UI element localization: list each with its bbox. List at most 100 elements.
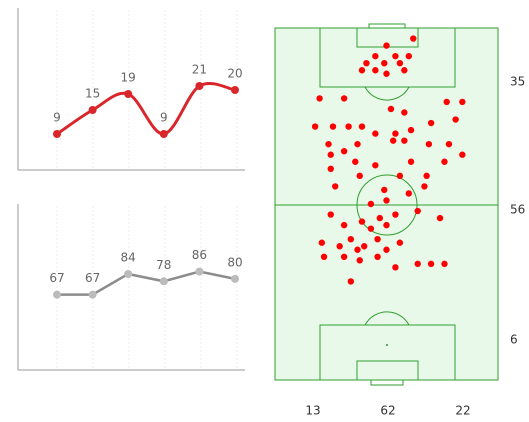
point [231,274,239,283]
shot-dot [383,42,390,49]
shot-dot [414,260,421,268]
goal [368,23,406,29]
shot-dot [356,257,363,264]
shot-dot [340,148,348,155]
point [53,130,61,138]
shot-dot [358,123,366,130]
shot-dot [336,243,343,250]
shot-dot [354,140,361,148]
value-label: 15 [85,87,100,101]
shot-dot [383,70,390,77]
shot-dot [392,52,399,60]
shot-dot [392,130,399,137]
shot-dot [383,221,390,229]
column-total: 62 [380,404,395,418]
row-total: 56 [510,203,525,217]
shot-dot [311,123,319,130]
shot-dot [441,260,448,268]
value-label: 67 [49,271,64,285]
shot-dot [392,264,399,271]
shot-dot [381,60,388,67]
shot-dot [372,130,379,137]
shot-dot [327,211,334,218]
series-line [56,81,236,136]
shot-dot [423,172,430,180]
shot-dot [410,35,417,42]
shot-dot [425,140,433,148]
shot-dot [367,225,375,232]
point [88,290,97,299]
shot-dot [318,239,326,246]
shot-dot [320,253,328,260]
shot-dot [407,158,415,165]
value-label: 9 [160,111,168,125]
shot-dot [441,158,448,165]
shot-dot [381,186,388,194]
value-label: 67 [85,271,100,285]
shot-dot [421,183,428,190]
shot-dot [383,246,390,253]
value-label: 84 [121,251,136,265]
series-line [57,270,236,296]
shot-dot [445,140,453,148]
value-label: 9 [53,111,61,125]
point [195,267,204,276]
point [159,130,168,138]
point [53,290,61,299]
value-label: 78 [156,258,171,272]
shot-dot [347,236,355,243]
column-total: 13 [305,404,320,418]
shot-dot [392,211,399,218]
shot-dot [459,98,466,106]
shot-dot [396,239,404,246]
pitch-field [274,27,499,381]
value-label: 80 [227,255,242,269]
shot-dot [396,60,404,67]
shot-dot [356,172,363,180]
point [88,106,97,114]
point [124,90,133,98]
shot-dot [405,190,412,197]
shot-dot [427,119,435,127]
shot-dot [401,109,408,116]
shot-dot [396,172,404,180]
row-total: 6 [510,333,518,347]
shot-dot [414,207,421,215]
shot-dot [389,137,397,144]
shot-dot [383,197,390,204]
shot-dot [329,123,337,130]
shot-dot [443,98,450,106]
shot-dot [340,221,348,229]
shot-dot [358,218,366,225]
shot-dot [347,278,355,285]
shot-dot [325,140,332,148]
shot-dot [340,253,348,260]
shot-dot [427,260,435,268]
shot-dot [372,162,379,169]
shot-dot [340,95,348,102]
row-total: 35 [510,75,525,89]
shot-dot [358,67,366,74]
point [124,270,133,278]
shot-dot [352,158,359,165]
pitch [274,23,499,386]
point [159,277,168,286]
shot-dot [405,52,412,60]
shot-dot [327,165,334,172]
value-label: 21 [192,63,207,77]
shot-dot [372,52,379,60]
shot-dot [332,183,339,190]
value-label: 19 [121,71,136,85]
point [231,86,239,94]
shot-dot [387,105,395,113]
column-total: 22 [455,404,470,418]
shot-dot [459,151,466,158]
shot-dot [372,67,379,74]
shot-dot [452,116,459,123]
shot-dot [376,214,384,222]
shot-dot [374,253,381,260]
penalty-arc [364,86,410,101]
value-label: 20 [227,67,242,81]
shot-dot [345,123,352,130]
